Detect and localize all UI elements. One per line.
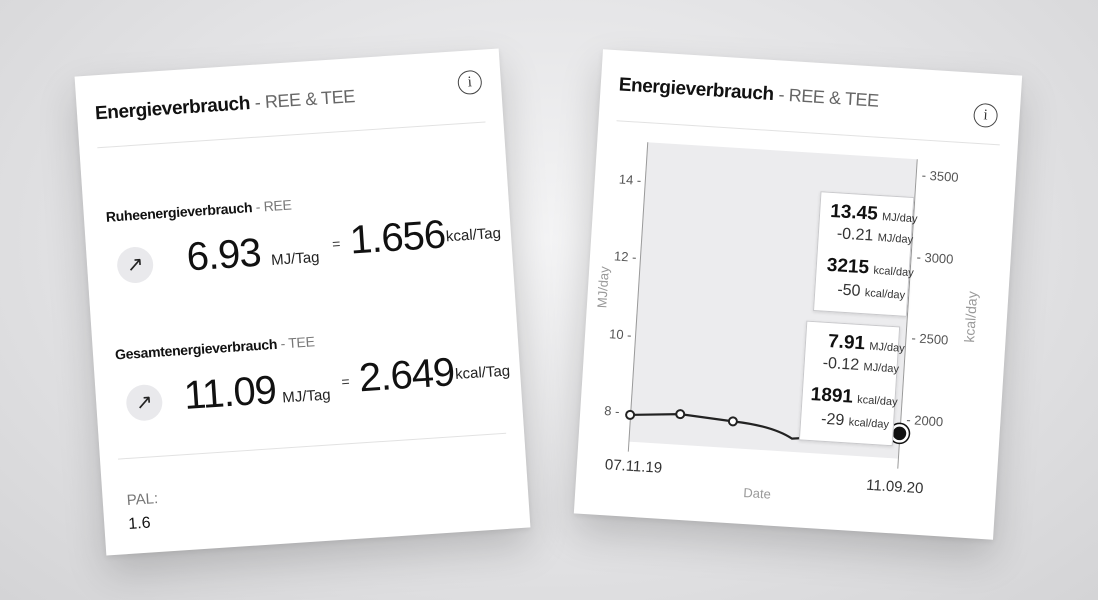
- ree-label-sub: - REE: [255, 196, 292, 215]
- title-sub: - REE & TEE: [254, 86, 356, 113]
- info-icon[interactable]: i: [457, 69, 483, 96]
- tee-kcal-unit: kcal/Tag: [454, 362, 511, 384]
- chart-svg: [625, 409, 911, 445]
- tee-kcal-unit: kcal/day: [873, 264, 915, 280]
- divider: [97, 121, 486, 149]
- ree-mj-unit: MJ/day: [868, 340, 906, 355]
- ree-mj-delta-row: -0.12 MJ/day: [822, 355, 899, 378]
- pal-value: 1.6: [127, 514, 152, 534]
- ree-kcal-unit: kcal/day: [856, 393, 898, 409]
- ree-kcal-value: 1891: [810, 384, 854, 408]
- tee-mj-delta-row: -0.21 MJ/day: [836, 225, 913, 248]
- ree-mj-row: 7.91 MJ/day: [827, 331, 905, 358]
- tee-mj-value: 11.09: [182, 368, 278, 419]
- tee-mj-row: 13.45 MJ/day: [830, 201, 919, 228]
- ree-mj-unit: MJ/Tag: [270, 248, 320, 269]
- data-point: [675, 409, 686, 420]
- tee-label-bold: Gesamtenergieverbrauch: [114, 335, 278, 363]
- tee-label: Gesamtenergieverbrauch - TEE: [115, 333, 316, 362]
- tee-mj-unit: MJ/Tag: [281, 386, 332, 407]
- ree-equals: =: [331, 235, 341, 252]
- tee-kcal-value: 3215: [826, 254, 870, 279]
- title-bold: Energieverbrauch: [94, 93, 251, 125]
- ree-label: Ruheenergieverbrauch - REE: [105, 197, 292, 225]
- tee-kcal-value: 2.649: [357, 350, 456, 401]
- tee-tooltip: 13.45 MJ/day -0.21 MJ/day 3215 kcal/day …: [812, 191, 918, 317]
- ree-kcal-value: 1.656: [348, 212, 447, 263]
- ree-mj-value: 6.93: [185, 230, 262, 280]
- tee-mj-value: 13.45: [829, 200, 879, 225]
- data-point: [727, 416, 738, 427]
- tee-equals: =: [340, 373, 351, 390]
- tee-kcal-delta-row: -50 kcal/day: [837, 281, 906, 303]
- divider: [117, 432, 507, 460]
- arrow-up-right-icon: ↗: [116, 245, 155, 285]
- tee-kcal-delta-unit: kcal/day: [864, 287, 906, 302]
- tee-kcal-delta: -50: [836, 281, 861, 300]
- tee-kcal-row: 3215 kcal/day: [826, 255, 914, 282]
- ree-mj-value: 7.91: [827, 331, 866, 355]
- ree-mj-delta: -0.12: [822, 354, 860, 374]
- energy-summary-card: Energieverbrauch - REE & TEE i Ruheenerg…: [74, 48, 531, 556]
- card-title: Energieverbrauch - REE & TEE: [94, 86, 355, 125]
- ree-label-bold: Ruheenergieverbrauch: [105, 199, 253, 225]
- ree-kcal-unit: kcal/Tag: [445, 224, 502, 246]
- ree-tooltip: 7.91 MJ/day -0.12 MJ/day 1891 kcal/day -…: [798, 320, 905, 447]
- ree-kcal-row: 1891 kcal/day: [810, 384, 898, 411]
- tee-mj-unit: MJ/day: [881, 211, 918, 226]
- ree-kcal-delta-unit: kcal/day: [848, 416, 890, 431]
- ree-kcal-delta: -29: [820, 410, 845, 430]
- pal-label: PAL:: [126, 490, 159, 510]
- energy-chart-card: Energieverbrauch - REE & TEE i 14 - 12 -…: [573, 49, 1023, 540]
- data-point: [625, 409, 636, 420]
- tee-label-sub: - TEE: [280, 333, 316, 352]
- arrow-up-right-icon: ↗: [125, 383, 164, 422]
- tee-mj-delta-unit: MJ/day: [877, 231, 914, 247]
- tee-mj-delta: -0.21: [836, 225, 874, 245]
- ree-kcal-delta-row: -29 kcal/day: [821, 411, 890, 433]
- ree-mj-delta-unit: MJ/day: [863, 361, 900, 376]
